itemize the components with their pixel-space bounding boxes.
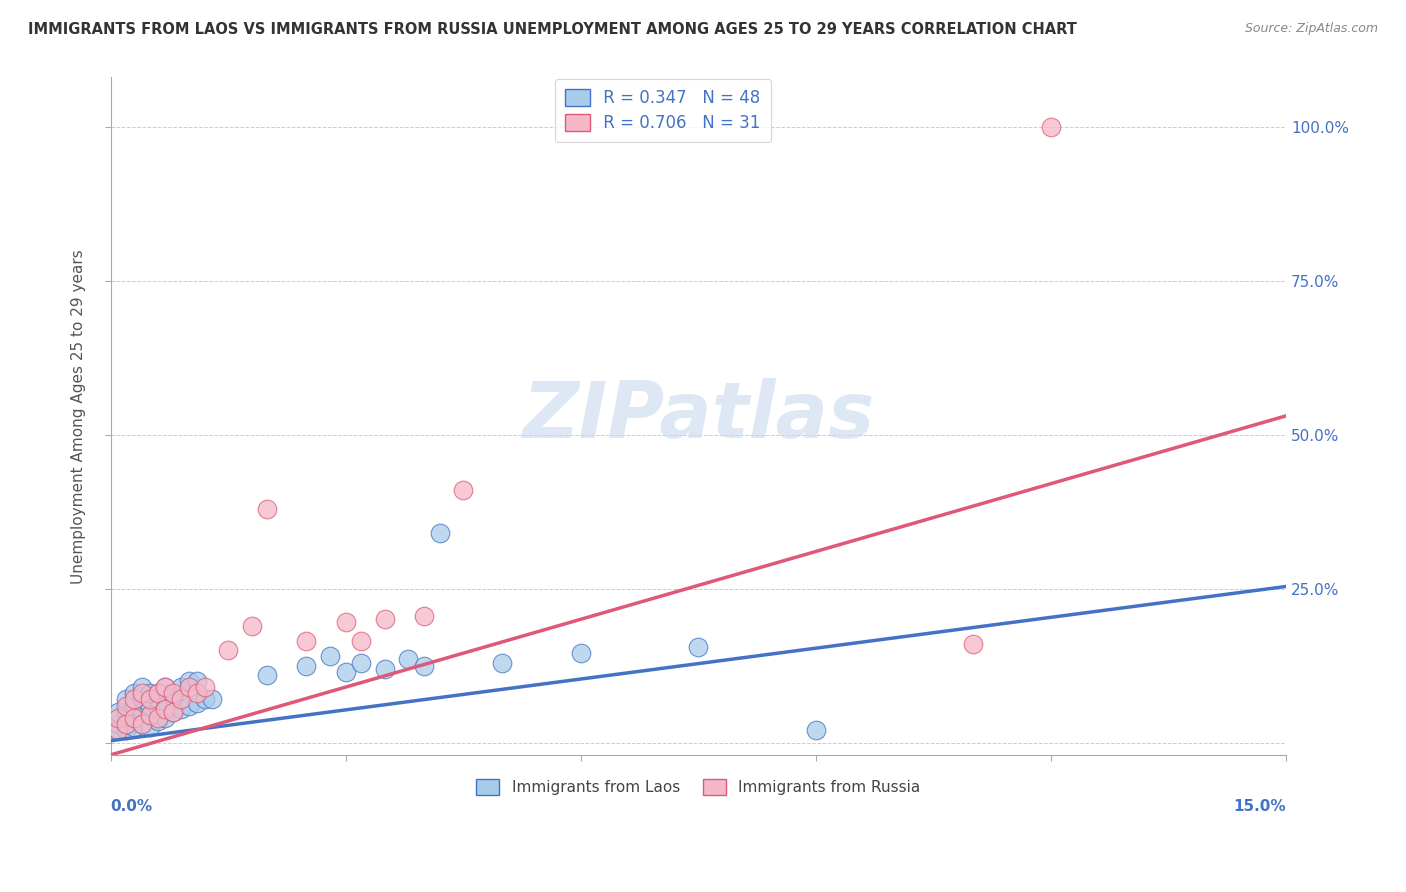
Point (177, 673, 200, 688)
Point (131, 717, 153, 731)
Point (162, 705, 184, 719)
Point (131, 680, 153, 694)
Text: 0.0%: 0.0% (111, 799, 153, 814)
Point (107, 711, 129, 725)
Text: IMMIGRANTS FROM LAOS VS IMMIGRANTS FROM RUSSIA UNEMPLOYMENT AMONG AGES 25 TO 29 : IMMIGRANTS FROM LAOS VS IMMIGRANTS FROM … (28, 22, 1077, 37)
Point (319, 649, 342, 664)
Point (138, 692, 160, 706)
Point (146, 686, 169, 700)
Point (256, 668, 278, 682)
Point (335, 665, 357, 679)
Point (413, 658, 436, 673)
Point (177, 698, 200, 713)
Point (138, 698, 160, 713)
Point (115, 717, 138, 731)
Point (155, 698, 177, 713)
Point (122, 711, 145, 725)
Point (107, 723, 129, 738)
Point (115, 692, 138, 706)
Point (804, 723, 827, 738)
Point (115, 698, 138, 713)
Text: Source: ZipAtlas.com: Source: ZipAtlas.com (1244, 22, 1378, 36)
Point (170, 702, 193, 716)
Point (162, 686, 184, 700)
Point (162, 690, 184, 704)
Point (335, 615, 357, 630)
Point (155, 702, 177, 716)
Point (194, 680, 217, 694)
Point (131, 705, 153, 719)
Point (569, 646, 592, 660)
Point (131, 717, 153, 731)
Point (155, 680, 177, 694)
Text: 15.0%: 15.0% (1233, 799, 1286, 814)
Point (240, 618, 263, 632)
Point (146, 714, 169, 728)
Point (177, 680, 200, 694)
Point (131, 686, 153, 700)
Point (451, 483, 474, 497)
Point (429, 526, 451, 541)
Point (107, 705, 129, 719)
Point (146, 711, 169, 725)
Point (186, 673, 208, 688)
Text: ZIPatlas: ZIPatlas (522, 378, 875, 454)
Point (107, 717, 129, 731)
Point (138, 707, 160, 722)
Point (374, 612, 396, 626)
Point (107, 723, 129, 738)
Point (115, 717, 138, 731)
Point (131, 692, 153, 706)
Y-axis label: Unemployment Among Ages 25 to 29 years: Unemployment Among Ages 25 to 29 years (72, 249, 86, 583)
Point (138, 707, 160, 722)
Point (194, 692, 217, 706)
Point (122, 711, 145, 725)
Point (146, 702, 169, 716)
Point (122, 698, 145, 713)
Point (396, 652, 419, 666)
Point (162, 705, 184, 719)
Point (350, 656, 373, 670)
Point (350, 634, 373, 648)
Point (170, 692, 193, 706)
Point (155, 680, 177, 694)
Point (170, 680, 193, 694)
Point (115, 705, 138, 719)
Point (155, 711, 177, 725)
Point (138, 720, 160, 734)
Point (374, 662, 396, 676)
Point (122, 692, 145, 706)
Point (256, 501, 278, 516)
Legend: Immigrants from Laos, Immigrants from Russia: Immigrants from Laos, Immigrants from Ru… (470, 773, 927, 802)
Point (115, 723, 138, 738)
Point (186, 686, 208, 700)
Point (122, 686, 145, 700)
Point (1039, 120, 1062, 134)
Point (491, 656, 513, 670)
Point (413, 609, 436, 624)
Point (688, 640, 710, 654)
Point (217, 643, 239, 657)
Point (295, 634, 318, 648)
Point (295, 658, 318, 673)
Point (201, 692, 224, 706)
Point (138, 686, 160, 700)
Point (122, 720, 145, 734)
Point (962, 637, 984, 651)
Point (146, 686, 169, 700)
Point (186, 696, 208, 710)
